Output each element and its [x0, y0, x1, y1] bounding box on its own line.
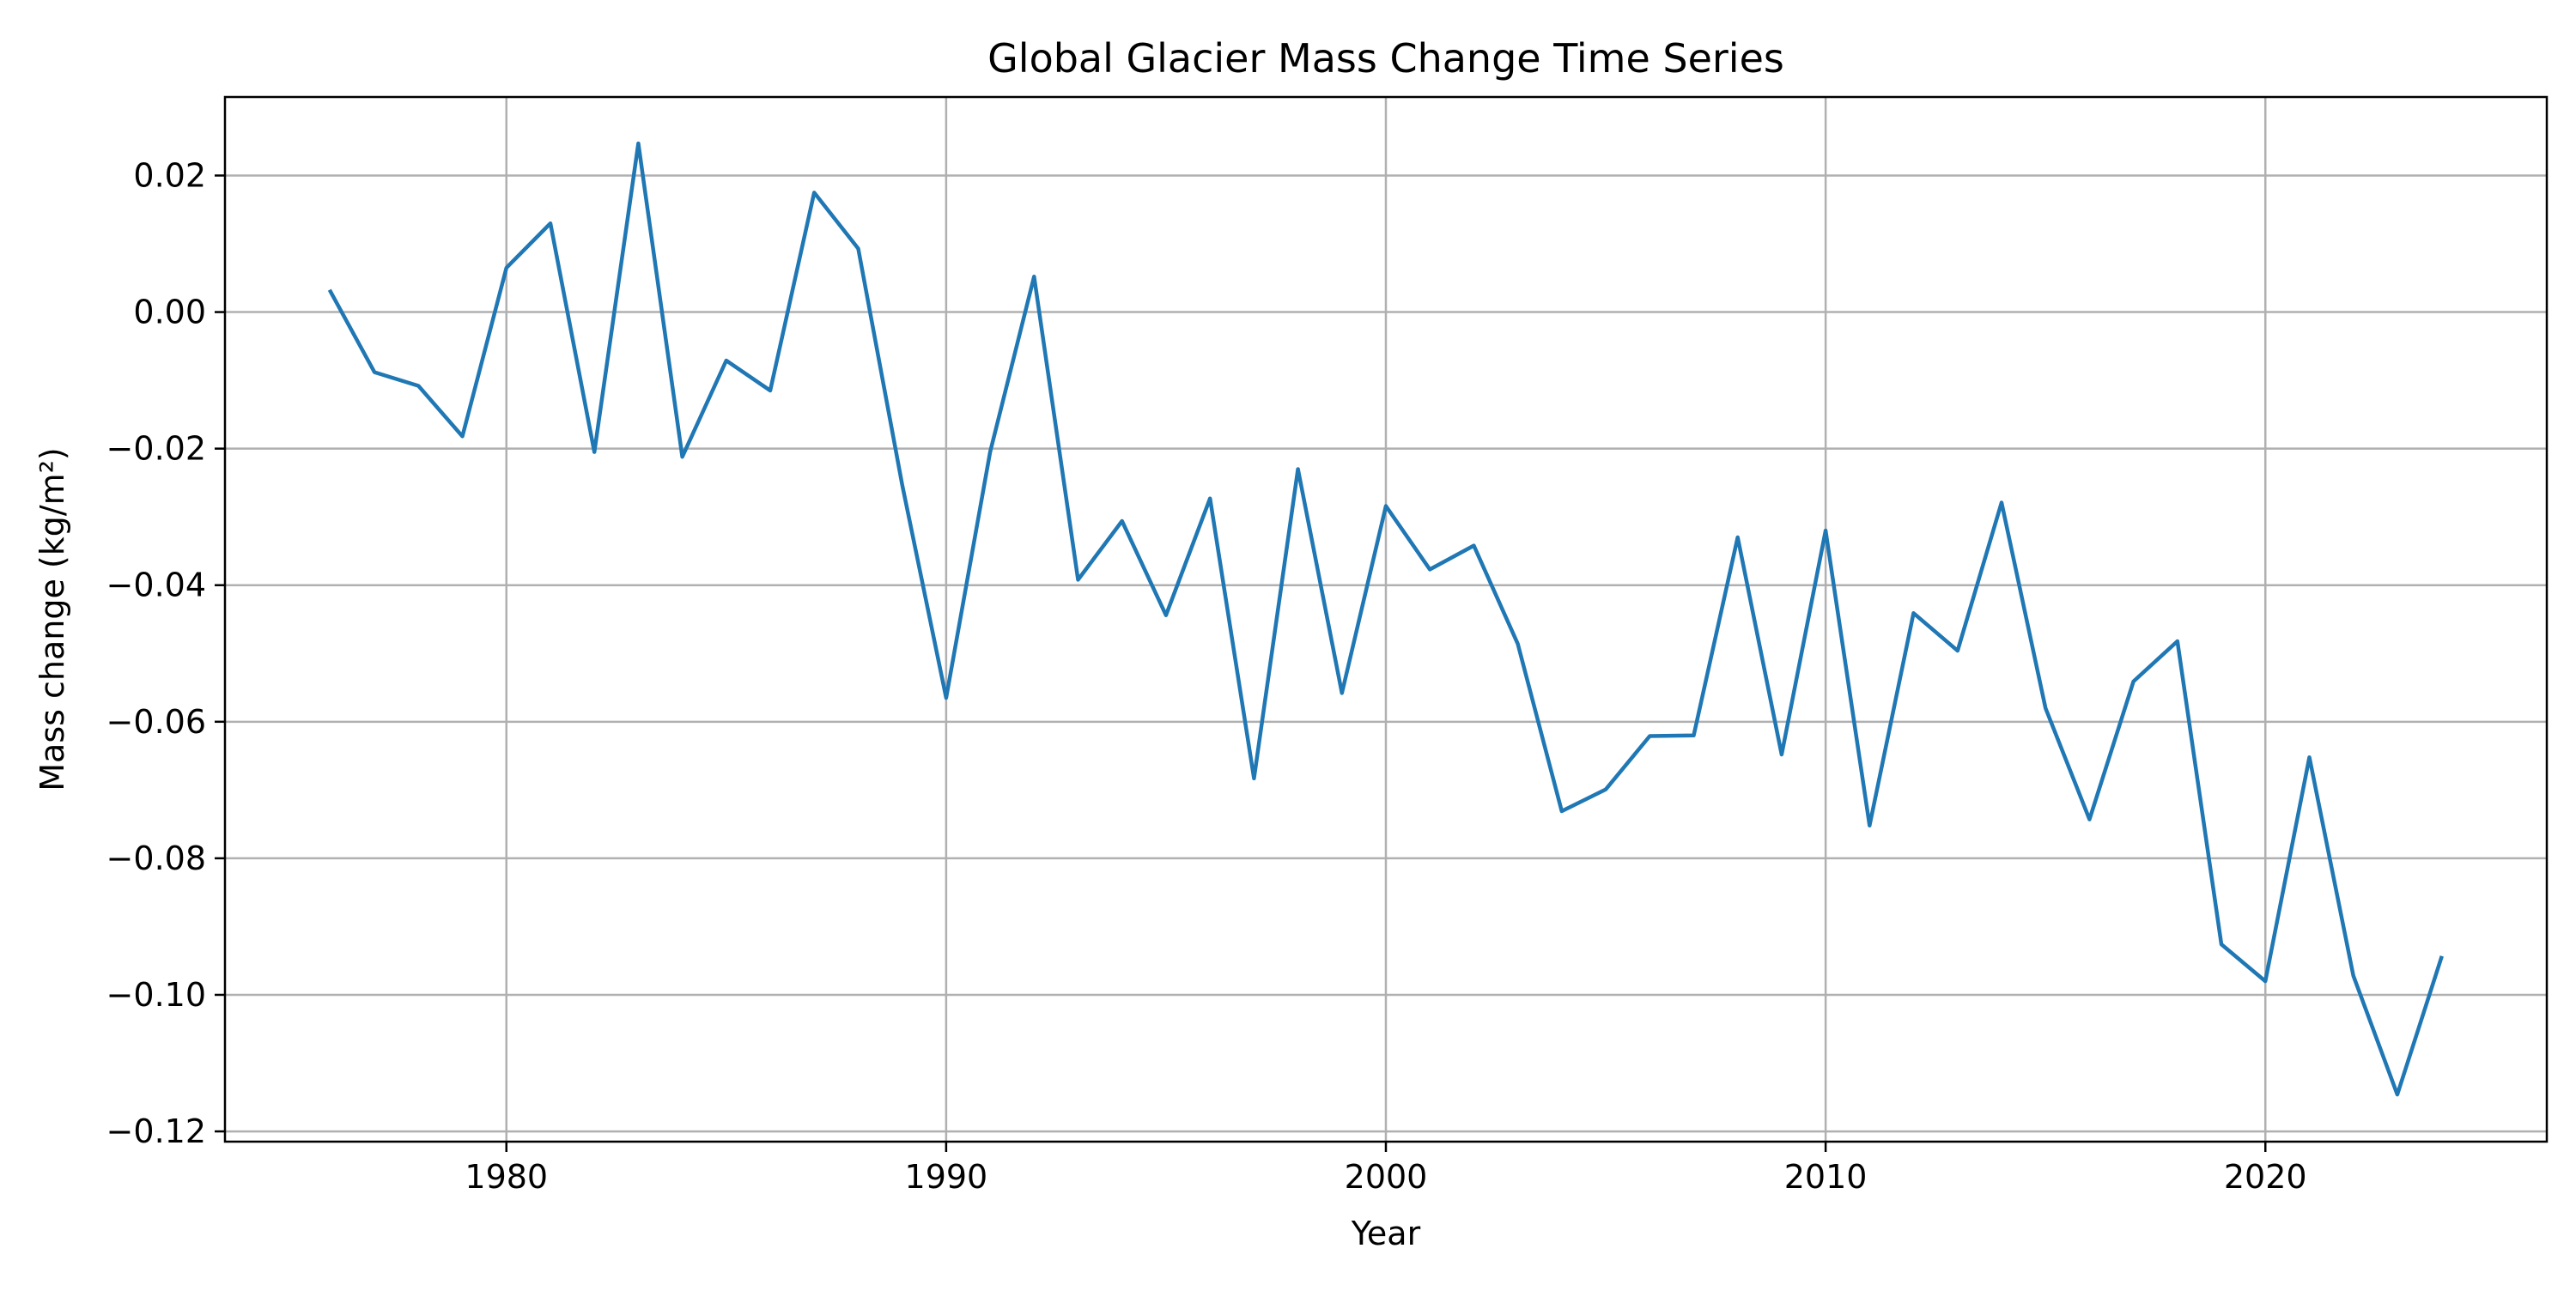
- y-tick-label: −0.02: [106, 430, 206, 468]
- y-tick-label: 0.00: [133, 294, 206, 331]
- x-tick-label: 2010: [1784, 1158, 1868, 1196]
- x-tick-label: 2020: [2224, 1158, 2307, 1196]
- chart-title: Global Glacier Mass Change Time Series: [987, 35, 1784, 82]
- y-tick-label: −0.12: [106, 1112, 206, 1150]
- y-tick-label: −0.04: [106, 567, 206, 604]
- y-tick-label: −0.10: [106, 976, 206, 1014]
- y-tick-label: −0.06: [106, 703, 206, 741]
- x-tick-label: 1990: [905, 1158, 988, 1196]
- y-tick-label: −0.08: [106, 839, 206, 877]
- plot-area-frame: [223, 95, 2549, 1143]
- series-layer: [327, 141, 2444, 1097]
- grid-lines: [225, 97, 2547, 1142]
- series-line: [327, 141, 2444, 1097]
- x-tick-label: 2000: [1345, 1158, 1428, 1196]
- x-axis-label: Year: [1351, 1215, 1421, 1252]
- x-tick-label: 1980: [465, 1158, 548, 1196]
- y-axis-label: Mass change (kg/m²): [33, 447, 71, 791]
- y-tick-label: 0.02: [133, 156, 206, 194]
- axis-ticks: 1980 1990 2000 2010 2020 0.02 0.00 −0.02 −0.04 −0…: [106, 156, 2307, 1196]
